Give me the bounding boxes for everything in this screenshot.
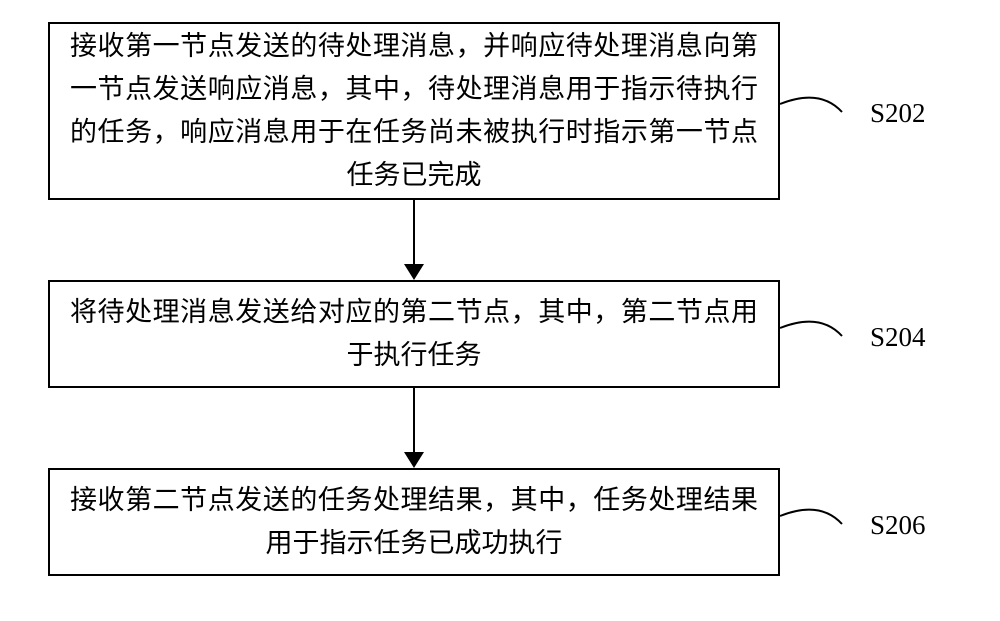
label-connector-3-path [780, 510, 842, 524]
flowchart-canvas: 接收第一节点发送的待处理消息，并响应待处理消息向第一节点发送响应消息，其中，待处… [0, 0, 1000, 621]
label-connector-3 [0, 0, 1000, 621]
step-label-3: S206 [870, 510, 926, 541]
